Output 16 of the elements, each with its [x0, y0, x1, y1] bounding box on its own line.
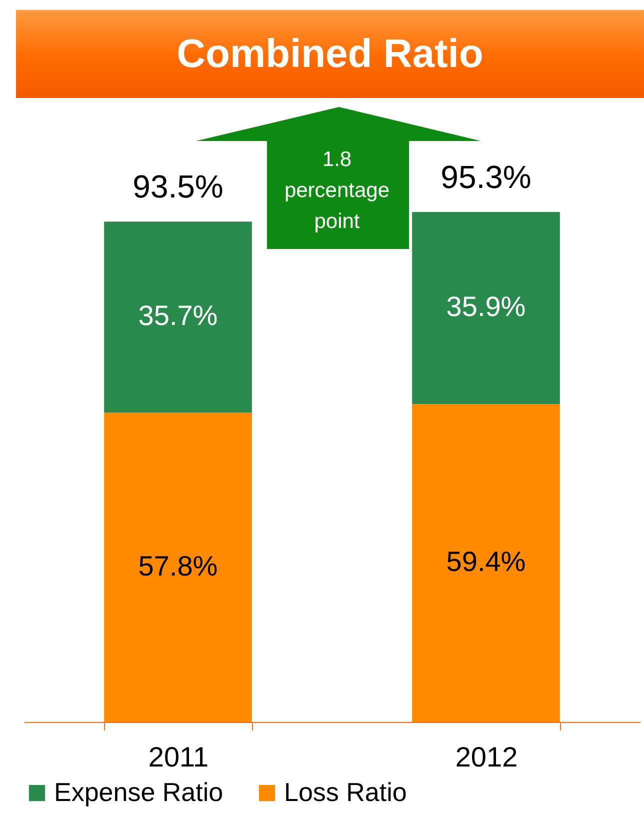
x-tick-label: 2012 — [455, 742, 518, 772]
chart-title: Combined Ratio — [16, 10, 644, 98]
total-label: 93.5% — [132, 168, 224, 205]
data-label: 59.4% — [446, 546, 526, 578]
bar — [412, 404, 560, 722]
bar — [412, 212, 560, 404]
data-label: 57.8% — [138, 550, 218, 582]
total-label: 95.3% — [440, 159, 532, 195]
data-label: 35.7% — [138, 300, 218, 332]
data-label: 35.9% — [446, 291, 526, 322]
x-tick-label: 2011 — [148, 742, 209, 772]
legend-label: Expense Ratio — [54, 777, 224, 807]
bar — [104, 412, 252, 722]
annotation: 1.8 percentage point — [283, 147, 391, 235]
bar — [104, 222, 252, 413]
legend-label: Loss Ratio — [284, 777, 407, 807]
